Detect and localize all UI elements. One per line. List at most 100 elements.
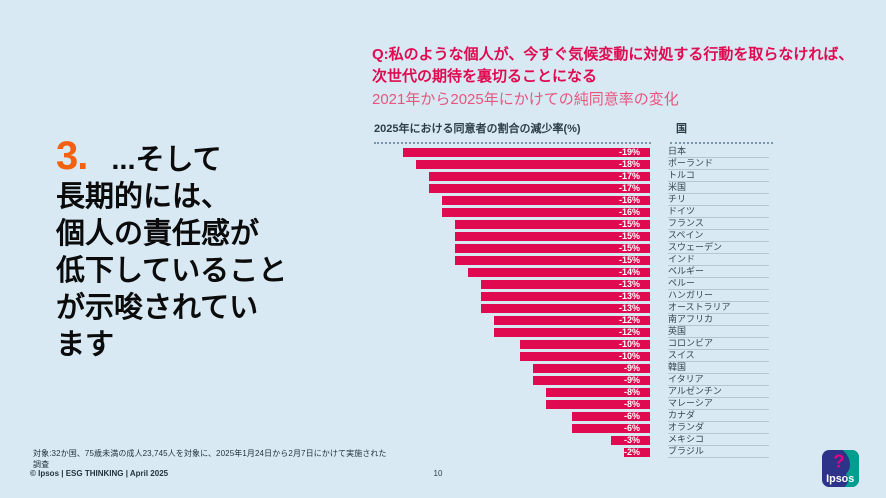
ipsos-logo-icon: ? Ipsos <box>822 450 859 487</box>
bar: -12% <box>494 316 650 325</box>
bar: -6% <box>572 424 650 433</box>
bar: -2% <box>624 448 650 457</box>
bar: -17% <box>429 172 650 181</box>
bar: -9% <box>533 376 650 385</box>
bar-row: -16% <box>375 208 650 220</box>
bar-value-label: -10% <box>618 351 640 361</box>
country-list: 日本 ポーランド トルコ 米国 チリ ドイツ フランス スペイン スウェーデン インド ベルギー ペル… <box>668 146 769 458</box>
bar: -10% <box>520 340 650 349</box>
bar-value-label: -9% <box>623 363 640 373</box>
bar-row: -15% <box>375 256 650 268</box>
country-label: イタリア <box>668 374 769 386</box>
bar-row: -6% <box>375 424 650 436</box>
headline: 3. ...そして 長期的には、 個人の責任感が 低下していること が示唆されてい… <box>56 136 356 364</box>
bar-row: -10% <box>375 352 650 364</box>
bar: -12% <box>494 328 650 337</box>
svg-text:?: ? <box>833 450 844 471</box>
bar: -13% <box>481 280 650 289</box>
chart-column-header-decrease: 2025年における同意者の割合の減少率(%) <box>374 120 651 144</box>
headline-text: ...そして 長期的には、 個人の責任感が 低下していること が示唆されてい ま… <box>56 144 288 361</box>
bar-value-label: -6% <box>623 423 640 433</box>
bar-value-label: -19% <box>618 147 640 157</box>
bar-row: -3% <box>375 436 650 448</box>
bar-row: -9% <box>375 376 650 388</box>
country-label: メキシコ <box>668 434 769 446</box>
bar: -15% <box>455 256 650 265</box>
bar-value-label: -15% <box>618 219 640 229</box>
ipsos-logo: ? Ipsos <box>822 450 859 487</box>
bar-row: -18% <box>375 160 650 172</box>
bar-value-label: -12% <box>618 327 640 337</box>
bar-value-label: -8% <box>623 387 640 397</box>
bar-value-label: -3% <box>623 435 640 445</box>
bar-value-label: -16% <box>618 207 640 217</box>
country-label: 米国 <box>668 182 769 194</box>
question-subtitle: 2021年から2025年にかけての純同意率の変化 <box>372 91 679 108</box>
country-label: 韓国 <box>668 362 769 374</box>
country-label: オランダ <box>668 422 769 434</box>
country-label: 南アフリカ <box>668 314 769 326</box>
bar: -3% <box>611 436 650 445</box>
bar-value-label: -15% <box>618 255 640 265</box>
bar-row: -9% <box>375 364 650 376</box>
bar: -19% <box>403 148 650 157</box>
country-label: インド <box>668 254 769 266</box>
bar-row: -13% <box>375 292 650 304</box>
bar-row: -19% <box>375 148 650 160</box>
country-label: トルコ <box>668 170 769 182</box>
bar-value-label: -17% <box>618 183 640 193</box>
bar-row: -13% <box>375 304 650 316</box>
bar-row: -15% <box>375 232 650 244</box>
bar-value-label: -18% <box>618 159 640 169</box>
bar: -10% <box>520 352 650 361</box>
bar-value-label: -6% <box>623 411 640 421</box>
question-title: Q:私のような個人が、今すぐ気候変動に対処する行動を取らなければ、 次世代の期待… <box>372 46 854 85</box>
bar: -16% <box>442 208 650 217</box>
bar-row: -17% <box>375 184 650 196</box>
country-label: 英国 <box>668 326 769 338</box>
bar: -13% <box>481 304 650 313</box>
bar: -8% <box>546 388 650 397</box>
bar-value-label: -16% <box>618 195 640 205</box>
bar-value-label: -13% <box>618 279 640 289</box>
bar: -6% <box>572 412 650 421</box>
bar-chart: -19% -18% -17% -17% -16% -16% -15% -15% -15% -15%… <box>375 148 650 460</box>
headline-number: 3. <box>56 134 88 178</box>
bar: -17% <box>429 184 650 193</box>
country-label: ハンガリー <box>668 290 769 302</box>
bar: -13% <box>481 292 650 301</box>
bar-value-label: -14% <box>618 267 640 277</box>
bar-value-label: -15% <box>618 231 640 241</box>
bar-row: -15% <box>375 220 650 232</box>
country-label: カナダ <box>668 410 769 422</box>
bar-value-label: -15% <box>618 243 640 253</box>
bar-row: -12% <box>375 328 650 340</box>
country-label: スイス <box>668 350 769 362</box>
bar-value-label: -12% <box>618 315 640 325</box>
bar-row: -2% <box>375 448 650 460</box>
country-label: アルゼンチン <box>668 386 769 398</box>
bar-value-label: -8% <box>623 399 640 409</box>
bar-value-label: -10% <box>618 339 640 349</box>
bar-value-label: -13% <box>618 291 640 301</box>
country-label: ブラジル <box>668 446 769 458</box>
bar-value-label: -2% <box>623 447 640 457</box>
copyright-footer: © Ipsos | ESG THINKING | April 2025 <box>30 469 169 478</box>
country-label: マレーシア <box>668 398 769 410</box>
bar: -14% <box>468 268 650 277</box>
country-label: ペルー <box>668 278 769 290</box>
country-label: チリ <box>668 194 769 206</box>
bar-value-label: -9% <box>623 375 640 385</box>
bar: -9% <box>533 364 650 373</box>
bar-row: -15% <box>375 244 650 256</box>
ipsos-logo-text: Ipsos <box>826 473 854 485</box>
country-label: ドイツ <box>668 206 769 218</box>
bar: -8% <box>546 400 650 409</box>
bar-row: -17% <box>375 172 650 184</box>
bar: -16% <box>442 196 650 205</box>
country-label: 日本 <box>668 146 769 158</box>
bar-row: -10% <box>375 340 650 352</box>
country-label: ポーランド <box>668 158 769 170</box>
bar: -15% <box>455 220 650 229</box>
